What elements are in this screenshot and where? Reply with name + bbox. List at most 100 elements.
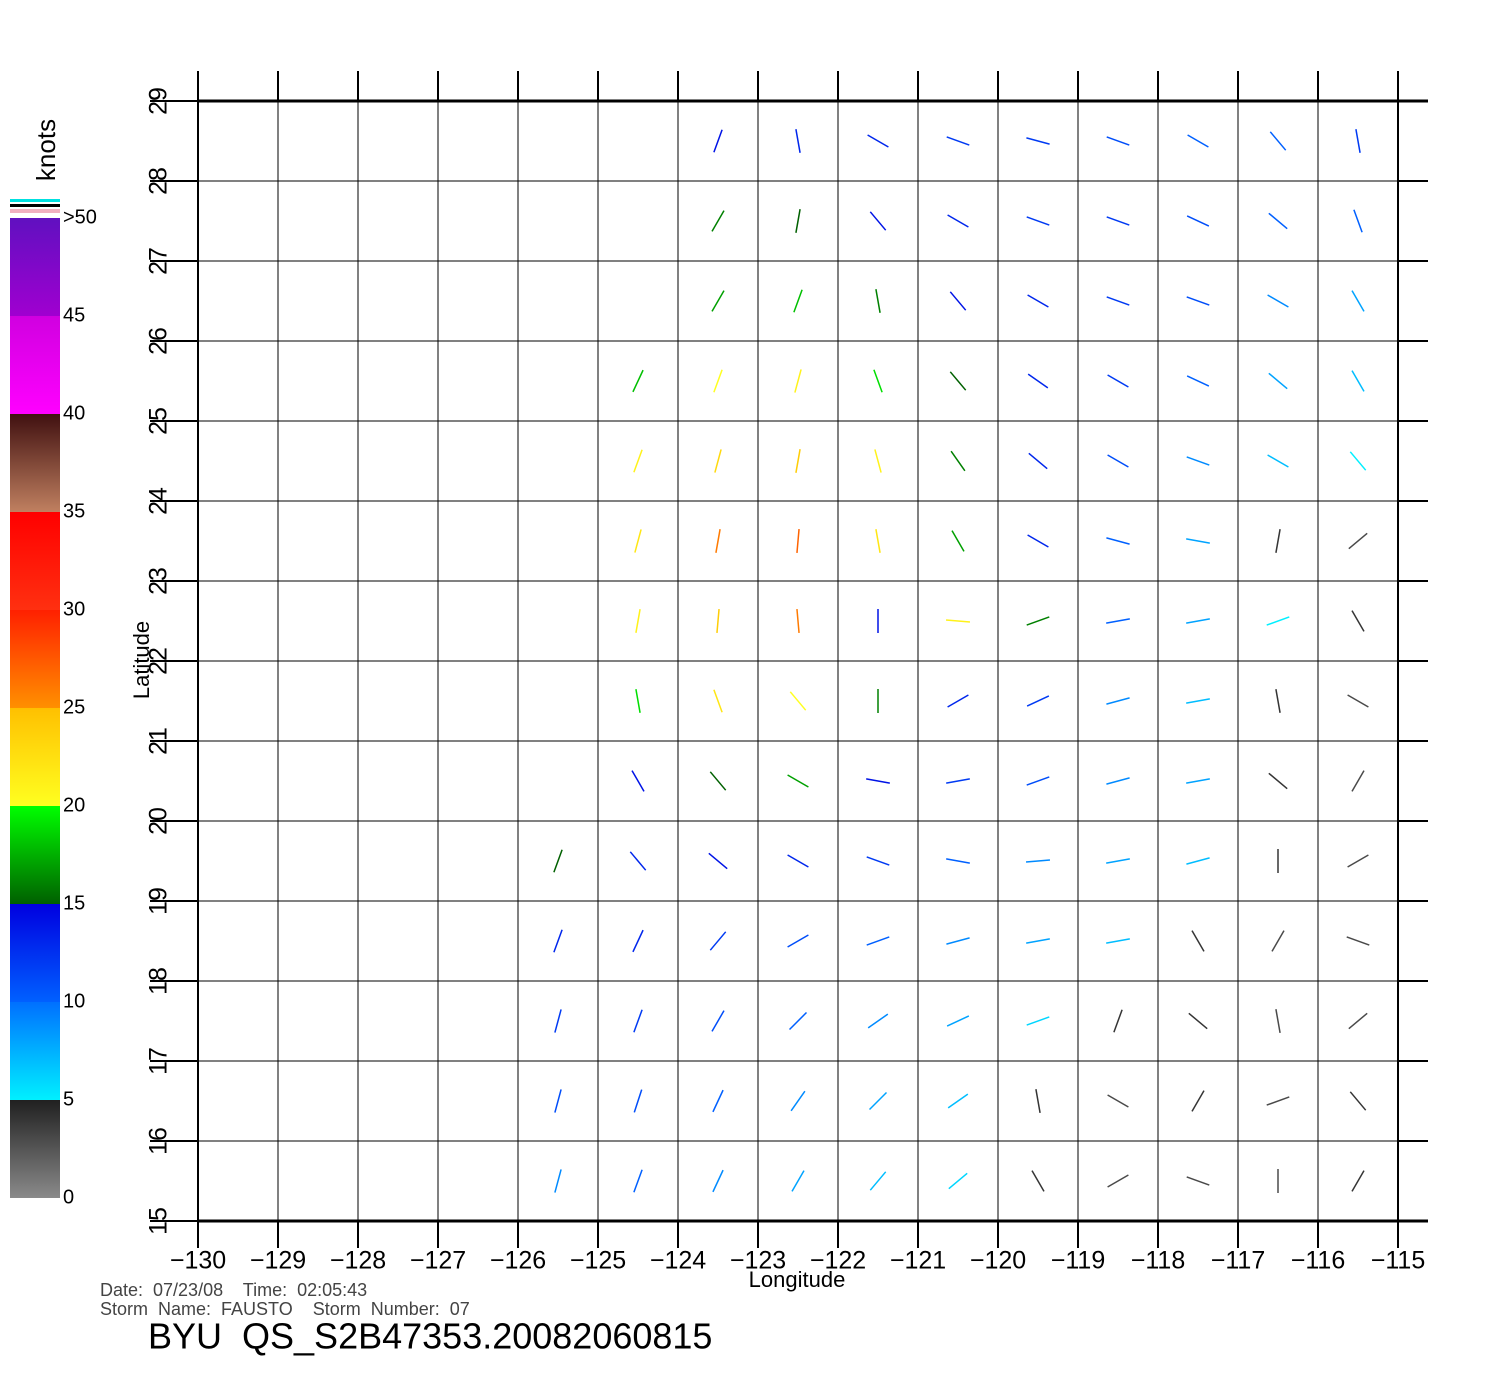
wind-vector [1106,858,1130,864]
wind-vector [1186,215,1210,227]
colorbar-cap [10,199,60,202]
wind-vector [1106,618,1130,624]
x-tick-label: −120 [970,1247,1026,1275]
wind-vector [1035,1089,1041,1113]
wind-vector [1191,1090,1205,1112]
colorbar-tick-label: 0 [63,1186,74,1208]
wind-vector [635,609,641,633]
y-tick-label: 15 [145,1207,173,1235]
wind-vector [787,934,809,948]
wind-vector [1186,778,1210,784]
colorbar: 0 5 10 15 20 25 30 35 40 45 >50 [10,199,97,1208]
wind-vector [713,369,723,393]
colorbar-tick-label: 40 [63,402,85,424]
x-tick-label: −122 [810,1247,866,1275]
wind-vector [1346,936,1370,946]
colorbar-tick-label: 5 [63,1088,74,1110]
wind-vector [554,1089,562,1113]
x-tick-label: −129 [250,1247,306,1275]
wind-vector [554,1169,562,1193]
x-tick-label: −128 [330,1247,386,1275]
x-tick-label: −126 [490,1247,546,1275]
wind-vector [1191,930,1205,952]
x-tick-label: −123 [730,1247,786,1275]
wind-vector [1349,451,1367,471]
wind-vector [1026,1016,1050,1026]
wind-vector [711,210,725,232]
wind-vector [1028,452,1048,470]
wind-vector [713,689,723,713]
x-tick-label: −124 [650,1247,706,1275]
colorbar-tick-label: 45 [63,304,85,326]
wind-vector [1348,1012,1368,1030]
wind-vector [867,134,889,148]
wind-vector [1106,938,1130,944]
wind-vector [868,1091,888,1111]
wind-vector [1107,1174,1129,1188]
wind-vector [554,1009,562,1033]
wind-vector [1351,290,1365,312]
wind-vector [1026,616,1050,626]
wind-vector [633,1009,643,1033]
wind-vector [1026,776,1050,786]
x-axis-label: Longitude [749,1267,846,1292]
wind-vector [1107,1094,1129,1108]
wind-vector [1186,857,1210,865]
wind-vector [633,1169,643,1193]
wind-vector [875,289,881,313]
wind-vector [869,211,887,231]
wind-vector [1106,537,1130,545]
wind-vector [715,529,721,553]
wind-vector [867,1013,889,1029]
wind-vector [1187,134,1209,148]
wind-vector [708,852,728,870]
wind-vector [1268,212,1288,230]
wind-vector [709,771,727,791]
wind-vector [713,129,723,153]
wind-vector [1186,375,1210,387]
wind-vector [946,778,970,784]
wind-vector [1351,610,1365,632]
wind-vector [1348,532,1368,550]
y-tick-label: 26 [145,327,173,355]
wind-vector [866,778,890,784]
wind-vector [1106,216,1130,226]
wind-vector [1186,698,1210,704]
wind-vector [631,770,645,792]
wind-vector [1025,859,1051,863]
wind-vector [633,1089,643,1113]
wind-vector [796,608,800,634]
colorbar-label: knots [31,119,61,181]
wind-vector [553,849,563,873]
wind-vector [795,449,801,473]
wind-vector [1351,770,1365,792]
wind-vector [946,1015,970,1027]
wind-vector [796,528,800,554]
wind-vector [1027,294,1049,308]
x-tick-label: −130 [170,1247,226,1275]
x-tick-label: −117 [1211,1247,1265,1275]
wind-vector [1268,772,1288,790]
wind-vector [712,1169,724,1193]
wind-vector [1351,1170,1365,1192]
colorbar-band [10,806,60,904]
wind-vector [1186,296,1210,306]
colorbar-band [10,708,60,806]
wind-vector [950,450,966,472]
wind-vector [1275,689,1281,713]
colorbar-band [10,414,60,512]
wind-vector [788,1011,808,1031]
colorbar-tick-label: 25 [63,696,85,718]
y-tick-label: 28 [145,167,173,195]
x-tick-label: −121 [890,1247,946,1275]
wind-vector [1267,454,1289,468]
wind-vector [1186,456,1210,466]
wind-vector [635,689,641,713]
y-tick-label: 29 [145,87,173,115]
y-tick-label: 20 [145,807,173,835]
colorbar-tick-label: 35 [63,500,85,522]
wind-vector [1347,854,1369,868]
axes: −130 −129 −128 −127 −126 −125 −124 −123 −122 −121… [145,71,1428,1275]
y-tick-label: 27 [145,247,173,275]
y-tick-label: 21 [145,727,173,755]
